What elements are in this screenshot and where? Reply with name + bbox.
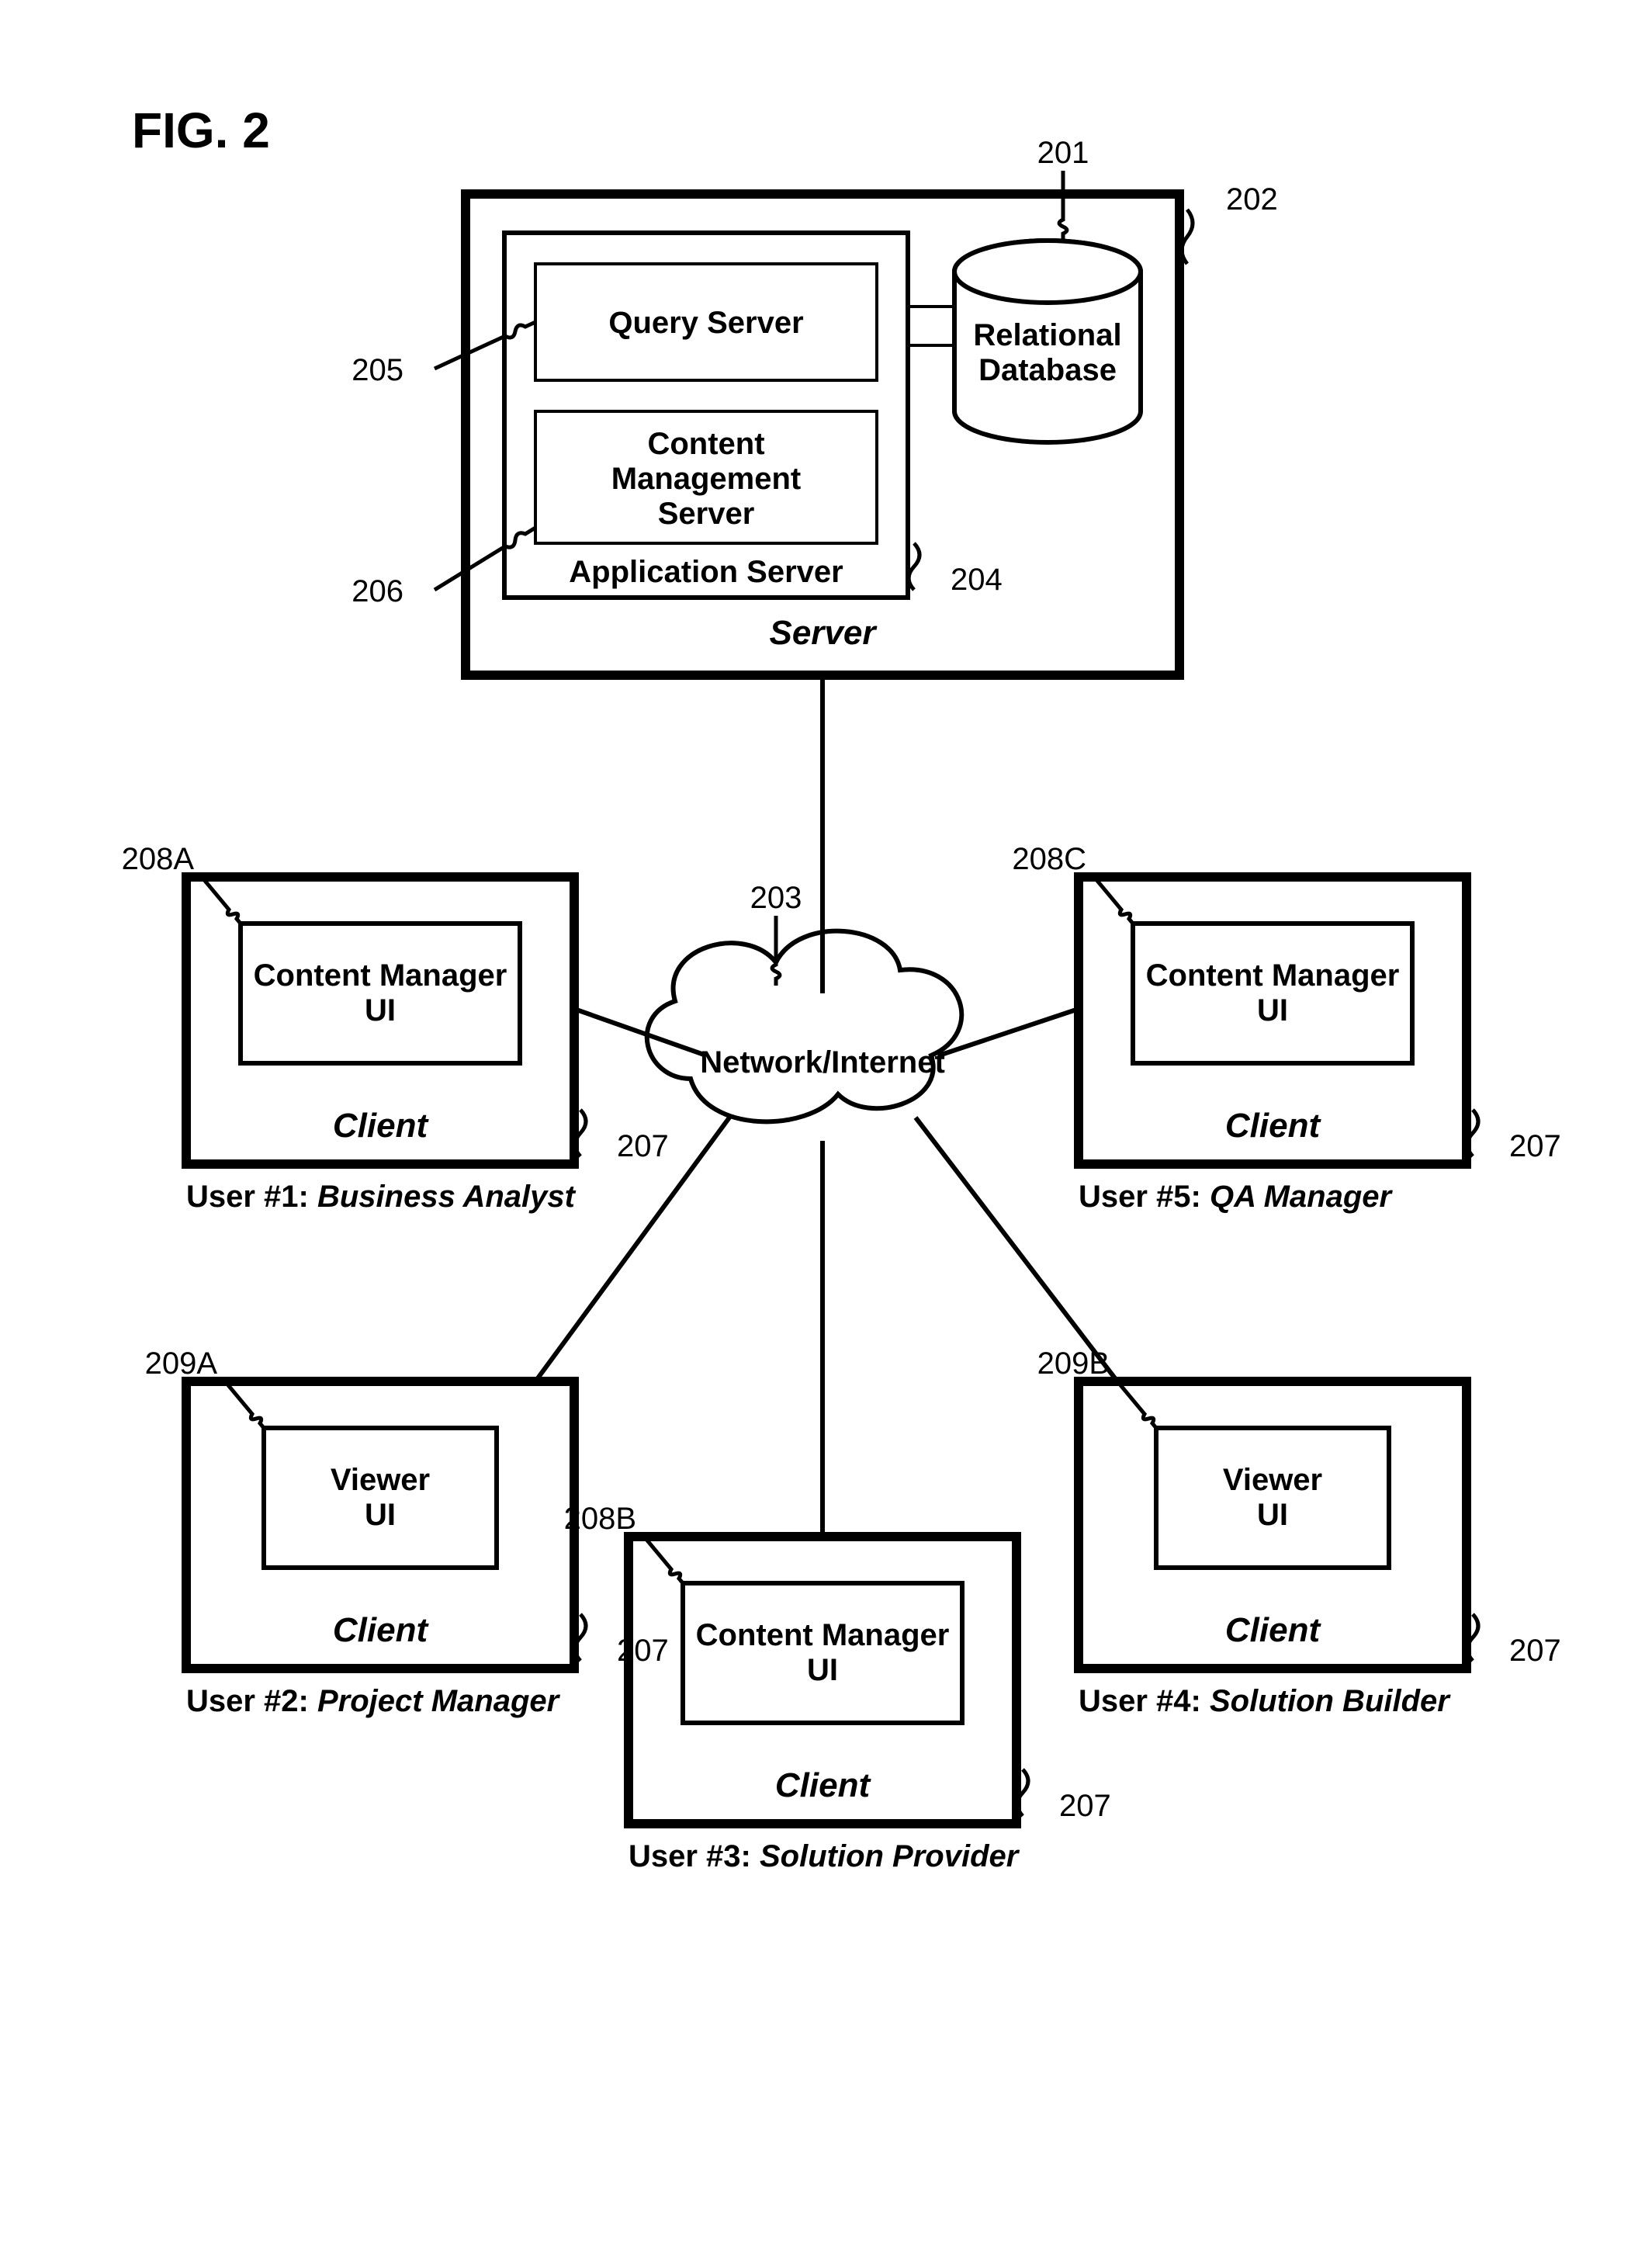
network-cloud [647,931,961,1122]
user1-inner-label: Content Manager [254,958,507,993]
user3-inner-ref: 208B [564,1502,636,1536]
user4-inner-label: Viewer [1223,1463,1322,1497]
ref-204-squiggle [909,543,920,590]
user3-client-label: Client [775,1766,872,1804]
user1-inner-ref-lead [202,877,241,924]
ref-201: 201 [1037,136,1089,170]
user2-inner-ref: 209A [145,1346,218,1381]
user5-client-label: Client [1225,1107,1322,1145]
app-server-label: Application Server [569,555,843,589]
user4-inner-label: UI [1257,1498,1288,1532]
user3-inner-label: UI [807,1653,838,1687]
user5-inner-ref-lead [1094,877,1133,924]
db-connector [908,307,954,345]
ref-206-lead [435,528,535,590]
user3-inner-label: Content Manager [696,1618,950,1652]
ref-206: 206 [352,574,403,608]
user5-inner-ref: 208C [1012,842,1086,876]
user2-inner-label: UI [365,1498,396,1532]
user2-inner-label: Viewer [331,1463,430,1497]
content-mgmt-label: Server [658,497,755,531]
user2-caption: User #2: Project Manager [186,1684,561,1718]
user2-client-label: Client [333,1611,430,1649]
user1-caption: User #1: Business Analyst [186,1180,577,1214]
user4-box-ref: 207 [1509,1634,1561,1668]
user1-inner-ref: 208A [122,842,195,876]
server-label: Server [769,614,878,652]
user5-inner-label: Content Manager [1146,958,1400,993]
ref-205: 205 [352,353,403,387]
ref-205-lead [435,322,535,369]
user4-link [916,1118,1117,1381]
ref-202: 202 [1226,182,1278,217]
user4-caption: User #4: Solution Builder [1079,1684,1451,1718]
user3-box-ref: 207 [1059,1789,1111,1823]
ref-204: 204 [951,563,1003,597]
user5-caption: User #5: QA Manager [1079,1180,1394,1214]
user1-inner-label: UI [365,993,396,1028]
network-label: Network/Internet [700,1045,945,1080]
user1-box-ref: 207 [617,1129,669,1163]
user1-client-label: Client [333,1107,430,1145]
user3-caption: User #3: Solution Provider [629,1839,1020,1873]
query-server-label: Query Server [608,306,803,340]
user2-inner-ref-lead [225,1381,264,1428]
database-label: Database [978,353,1117,387]
user4-inner-ref-lead [1117,1381,1156,1428]
user4-client-label: Client [1225,1611,1322,1649]
database-label: Relational [973,318,1121,352]
content-mgmt-label: Management [611,462,802,496]
database-top [954,241,1141,303]
user3-inner-ref-lead [644,1537,683,1583]
figure-label: FIG. 2 [132,102,270,158]
ref-201-lead [1059,171,1067,241]
user5-inner-label: UI [1257,993,1288,1028]
ref-203: 203 [750,881,802,915]
content-mgmt-label: Content [647,427,764,461]
user4-inner-ref: 209B [1037,1346,1110,1381]
user5-box-ref: 207 [1509,1129,1561,1163]
